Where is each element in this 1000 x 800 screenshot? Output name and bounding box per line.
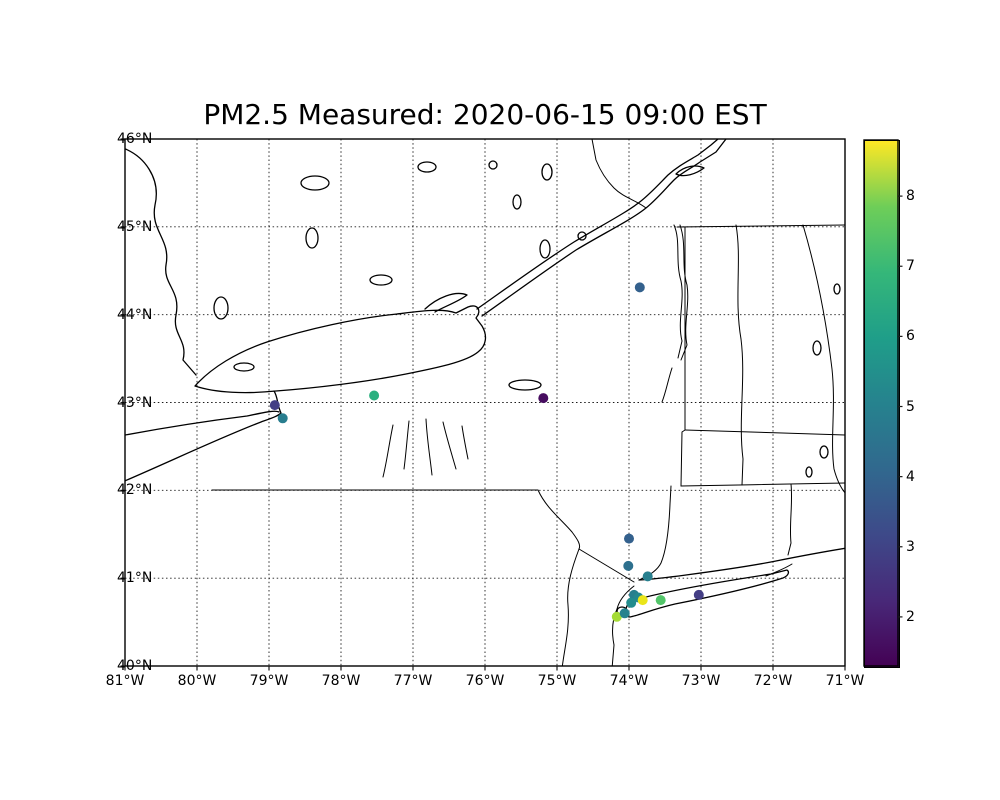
lake [488, 160, 498, 170]
delaware-river-lower [561, 548, 580, 666]
colorbar-tick-label: 5 [906, 398, 915, 415]
long-island [624, 569, 790, 618]
finger-lake [442, 421, 457, 470]
x-tick-label: 77°W [393, 673, 433, 689]
lake [512, 194, 522, 210]
colorbar-tick-label: 3 [906, 538, 915, 555]
y-tick-label: 40°N [117, 658, 153, 674]
pm25-data-point [277, 413, 288, 424]
pm25-data-point [619, 608, 630, 619]
pm25-data-point [693, 589, 704, 600]
lake [833, 283, 841, 295]
pm25-data-point [611, 611, 622, 622]
pm25-data-point [538, 393, 549, 404]
y-tick-label: 41°N [117, 570, 153, 587]
data-points [269, 282, 704, 622]
connecticut-river [735, 224, 744, 486]
nh-border-river [802, 224, 845, 494]
chart-title: PM2.5 Measured: 2020-06-15 09:00 EST [203, 98, 767, 131]
st-lawrence-south [476, 139, 719, 310]
us-canada-45n-border [676, 224, 845, 228]
y-tick-label: 46°N [117, 131, 153, 147]
colorbar-tick-label: 7 [906, 258, 915, 275]
lake [539, 239, 551, 259]
x-tick-label: 75°W [537, 673, 577, 689]
finger-lake [382, 424, 394, 478]
x-tick-label: 78°W [321, 673, 361, 689]
lake [369, 274, 393, 286]
long-island-north-fork [765, 563, 793, 577]
coastline-path [125, 148, 197, 376]
bay-of-quinte [424, 292, 468, 313]
x-tick-label: 71°W [825, 673, 865, 689]
finger-lake [403, 420, 410, 470]
finger-lake [425, 418, 433, 476]
lake-george [661, 367, 673, 403]
x-tick-label: 81°W [105, 673, 145, 689]
lake [305, 227, 319, 249]
colorbar-gradient [864, 140, 900, 668]
lake [819, 445, 829, 459]
lake-erie-north-shore [125, 410, 280, 436]
st-lawrence-north [481, 139, 727, 317]
ottawa-river-branch [591, 139, 647, 209]
x-tick-label: 79°W [249, 673, 289, 689]
x-tick-label: 74°W [609, 673, 649, 689]
lake [233, 362, 255, 372]
pm25-data-point [626, 597, 637, 608]
ct-coastline [638, 547, 845, 581]
lake-ontario [194, 305, 487, 394]
lake [300, 175, 330, 191]
x-tick-label: 76°W [465, 673, 505, 689]
ct-ri-border [787, 483, 793, 556]
x-tick-label: 72°W [753, 673, 793, 689]
oneida-lake [508, 379, 542, 391]
axis-ticks [120, 138, 903, 671]
pm25-data-point [642, 571, 653, 582]
lake [577, 231, 587, 241]
ma-ct-border [680, 482, 845, 487]
lake [805, 466, 813, 478]
lake [213, 296, 229, 320]
ma-north-border [684, 429, 845, 436]
pm25-data-point [637, 595, 648, 606]
gridlines [124, 138, 846, 667]
y-tick-label: 44°N [117, 306, 153, 323]
pm25-data-point [624, 533, 634, 544]
colorbar-tick-label: 2 [906, 608, 915, 625]
pm25-data-point [655, 595, 666, 606]
map-coastlines [125, 139, 845, 666]
pm25-data-point [634, 282, 645, 293]
pm25-data-point [369, 390, 380, 401]
colorbar-tick-label: 6 [906, 328, 915, 345]
pm25-data-point [269, 400, 280, 411]
y-tick-label: 45°N [117, 218, 153, 235]
colorbar-border [863, 139, 899, 667]
ny-ct-border [638, 485, 672, 581]
delaware-river-upper [537, 489, 635, 583]
lake [417, 161, 437, 173]
lake-champlain [673, 224, 683, 359]
y-tick-label: 43°N [117, 394, 153, 411]
colorbar-tick-label: 8 [906, 188, 915, 205]
x-tick-label: 80°W [177, 673, 217, 689]
pm25-data-point [623, 560, 634, 571]
x-tick-label: 73°W [681, 673, 721, 689]
colorbar-tick-label: 4 [906, 468, 915, 485]
y-tick-label: 42°N [117, 482, 153, 499]
lake-champlain-east [679, 224, 689, 361]
finger-lake [461, 425, 469, 460]
lake [812, 340, 822, 356]
montreal-island [675, 165, 705, 177]
ny-vt-ma-border [680, 226, 686, 487]
lake [541, 163, 553, 181]
